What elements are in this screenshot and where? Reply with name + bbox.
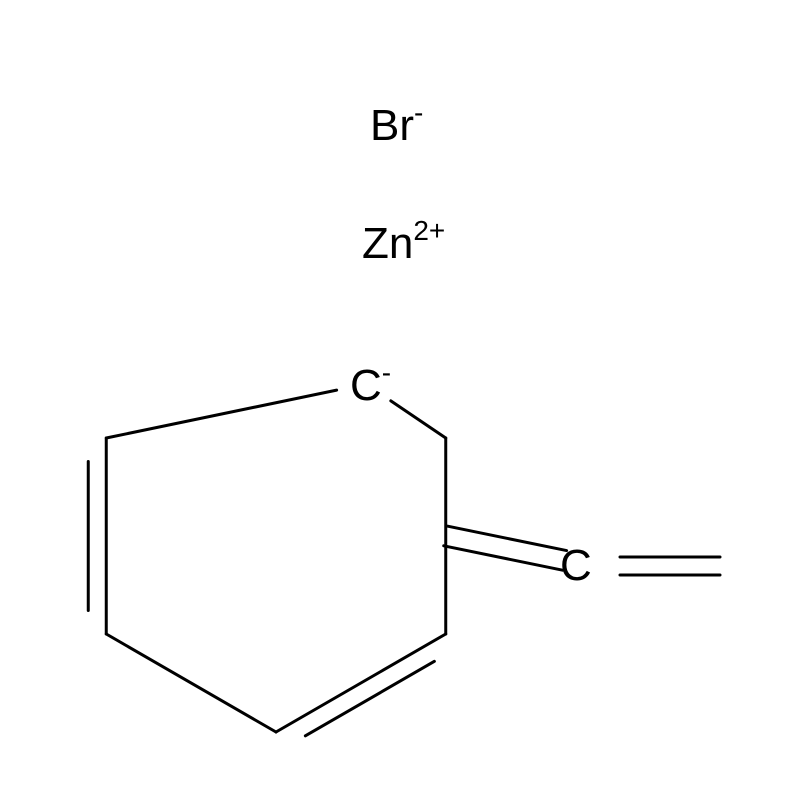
bonds: [88, 390, 720, 736]
atom-labels: Br- Zn2+ C- C: [350, 97, 592, 590]
svg-text:C-: C-: [350, 357, 391, 410]
svg-text:Br-: Br-: [370, 97, 423, 150]
molecule-diagram: Br- Zn2+ C- C: [0, 0, 800, 800]
svg-text:C: C: [560, 541, 592, 590]
svg-text:Zn2+: Zn2+: [362, 215, 445, 268]
